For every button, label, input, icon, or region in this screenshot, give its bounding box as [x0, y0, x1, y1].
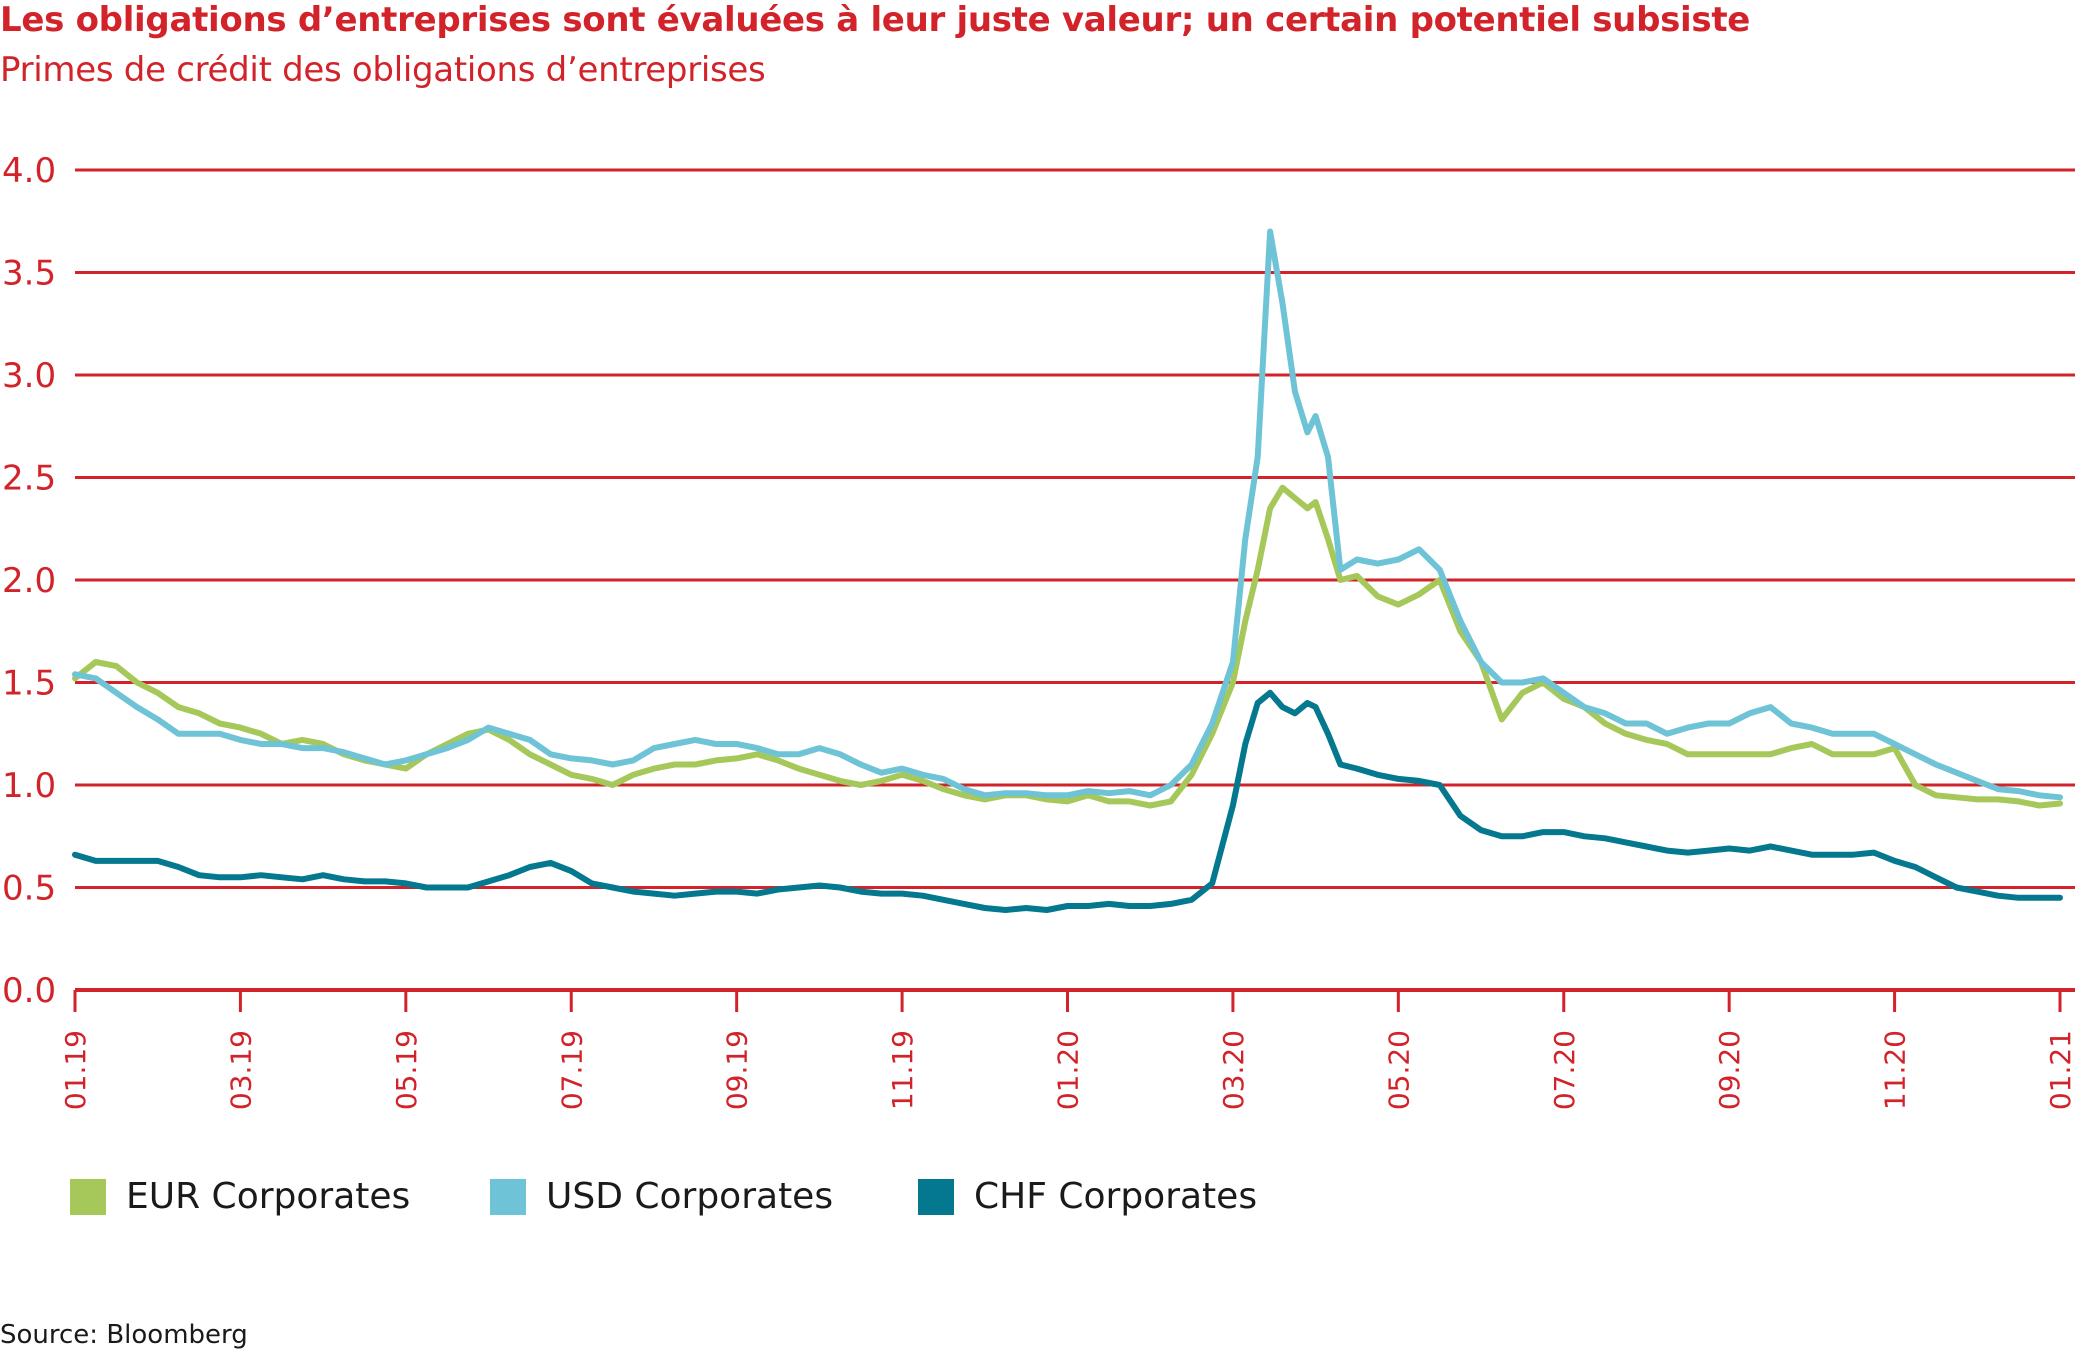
chart-subtitle: Primes de crédit des obligations d’entre…	[0, 50, 766, 90]
x-tick-label: 03.20	[1217, 1030, 1250, 1110]
x-tick-label: 01.20	[1052, 1030, 1085, 1110]
y-tick-label: 2.0	[2, 561, 56, 601]
x-axis: 01.19 03.19 05.19 07.19 09.19 11.19 01.20 03.20…	[59, 988, 2077, 1110]
legend-label-eur: EUR Corporates	[126, 1176, 411, 1217]
x-tick-label: 01.19	[59, 1030, 92, 1110]
legend-swatch-eur	[70, 1178, 106, 1215]
y-tick-label: 0.0	[2, 971, 56, 1011]
legend-item-eur: EUR Corporates	[70, 1176, 410, 1217]
y-tick-label: 3.0	[2, 356, 56, 396]
legend-swatch-chf	[918, 1178, 954, 1215]
x-tick-label: 05.19	[390, 1030, 423, 1110]
y-tick-label: 4.0	[2, 151, 56, 191]
series-line-usd-corporates	[72, 228, 2063, 801]
x-tick-label: 07.19	[555, 1030, 588, 1110]
x-tick-label: 09.20	[1713, 1030, 1746, 1110]
chart-title: Les obligations d’entreprises sont évalu…	[0, 0, 1751, 40]
gridlines	[75, 168, 2075, 889]
x-tick-label: 09.19	[721, 1030, 754, 1110]
x-tick-label: 07.20	[1548, 1030, 1581, 1110]
legend-item-usd: USD Corporates	[490, 1176, 833, 1217]
y-tick-label: 1.0	[2, 766, 56, 806]
y-tick-label: 0.5	[2, 869, 56, 909]
series-lines	[72, 228, 2063, 913]
legend-label-usd: USD Corporates	[546, 1176, 834, 1217]
x-tick-label: 11.20	[1879, 1030, 1912, 1110]
legend-label-chf: CHF Corporates	[974, 1176, 1258, 1217]
x-tick-label: 11.19	[886, 1030, 919, 1110]
series-line-chf-corporates	[72, 689, 2063, 913]
source-note: Source: Bloomberg	[0, 1320, 248, 1350]
x-tick-label: 01.21	[2044, 1030, 2077, 1110]
y-tick-label: 2.5	[2, 459, 56, 499]
legend-swatch-usd	[490, 1178, 526, 1215]
legend-item-chf: CHF Corporates	[918, 1176, 1257, 1217]
x-tick-label: 05.20	[1382, 1030, 1415, 1110]
y-tick-label: 1.5	[2, 664, 56, 704]
y-tick-label: 3.5	[2, 254, 56, 294]
x-tick-label: 03.19	[224, 1030, 257, 1110]
y-axis-ticks: 0.0 0.5 1.0 1.5 2.0 2.5 3.0 3.5 4.0	[2, 151, 56, 1011]
legend: EUR Corporates USD Corporates CHF Corpor…	[0, 1176, 1400, 1226]
